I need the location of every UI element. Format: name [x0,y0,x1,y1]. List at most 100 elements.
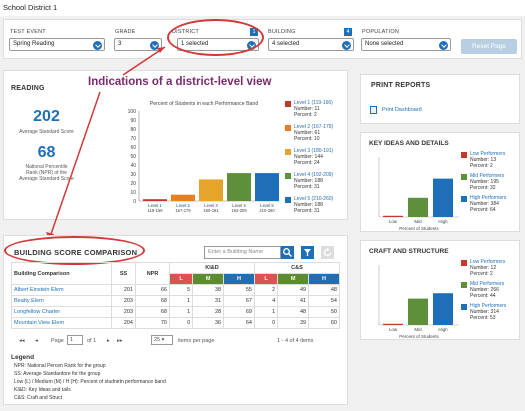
legend-swatch [461,260,467,266]
cs-low-cell: 1 [253,306,279,318]
bar-low [383,323,403,325]
legend-number: Number: 13 [470,157,497,163]
y-tick-label: 80 [130,127,136,133]
legend-line: NPR: National Percen Rank for the group [14,363,106,369]
cs-mid-header[interactable]: M [277,273,310,285]
kid-low-cell: 1 [168,295,194,307]
per-page-select[interactable]: 25 ▾ [151,335,173,345]
pager: ◂◂ ◂ Page 1 of 1 ▸ ▸▸ 25 ▾ items per pag… [11,335,340,349]
legend-name: Level 5 (210-260) [294,196,334,202]
ss-header[interactable]: SS [111,262,136,285]
craft-structure-panel: CRAFT AND STRUCTURE Low Mid High Percent of … [360,240,520,340]
next-page-icon[interactable]: ▸ [107,338,110,344]
building-name-link[interactable]: Albert Einstein Elem [11,284,112,296]
filter-icon [304,249,311,256]
legend-name: Level 3 (180-191) [294,148,334,154]
legend-number: Number: 384 [470,201,499,207]
average-score-label: Average Standard Score [19,129,74,135]
grade-select[interactable]: 3 [114,38,162,51]
kid-high-header[interactable]: H [223,273,255,285]
y-tick-label: 20 [130,181,136,187]
y-tick-label: 10 [130,190,136,196]
ss-cell: 201 [111,284,136,296]
table-row[interactable]: Beatty Elem 203 68 1 31 67 4 41 54 [11,295,340,307]
average-score-value: 202 [33,108,60,125]
cs-low-header[interactable]: L [253,273,279,285]
key-ideas-panel: KEY IDEAS AND DETAILS Low Mid High Percent o… [360,132,520,232]
legend-percent: Percent: 64 [470,207,496,213]
building-name-link[interactable]: Longfellow Charter [11,306,112,318]
legend-item-mid: Mid Performers Number: 195 Percent: 32 [461,173,519,193]
page-of-label: of 1 [87,338,97,344]
legend-line: C&S: Craft and Struct [14,395,63,401]
test-event-select[interactable]: Spring Reading [9,38,105,51]
building-name-link[interactable]: Mountain View Elem [11,317,112,329]
items-range: 1 - 4 of 4 items [277,338,314,344]
x-tick-label: 210-260 [259,208,275,213]
legend-name: Low Performers [470,151,506,157]
legend-swatch [461,304,467,310]
table-row[interactable]: Mountain View Elem 204 70 0 36 64 0 39 60 [11,317,340,329]
cs-low-cell: 0 [253,317,279,329]
building-comparison-header[interactable]: Building Comparison [11,262,112,285]
page-input[interactable]: 1 [67,335,83,345]
building-count-badge: 4 [344,28,352,36]
legend-percent: Percent: 2 [470,271,493,277]
population-select[interactable]: None selected [361,38,451,51]
chevron-down-icon [342,40,351,50]
legend-swatch [285,173,291,179]
ss-cell: 204 [111,317,136,329]
performance-band-chart: Percent of Students in each Performance … [128,101,279,213]
bar-level-1 [143,199,167,201]
legend-item-mid: Mid Performers Number: 266 Percent: 44 [461,281,519,301]
kid-low-cell: 0 [168,317,194,329]
last-page-icon[interactable]: ▸▸ [117,338,123,344]
building-search-input[interactable]: Enter a Building Name [204,246,281,259]
x-tick-label: Level 5 [260,203,274,208]
legend-name: Low Performers [470,259,506,265]
kid-mid-cell: 38 [192,284,225,296]
legend-line: SS: Average Standardore for the group [14,371,101,377]
building-select[interactable]: 4 selected [268,38,354,51]
x-tick-label: Low [389,327,398,332]
cs-high-cell: 60 [308,317,340,329]
legend-item-low: Low Performers Number: 12 Percent: 2 [461,259,519,279]
legend-name: Mid Performers [470,281,505,287]
building-label: BUILDING [268,29,296,35]
first-page-icon[interactable]: ◂◂ [19,338,25,344]
refresh-icon [323,247,332,257]
npr-cell: 66 [135,284,170,296]
npr-header[interactable]: NPR [135,262,170,285]
refresh-button[interactable] [321,246,334,259]
prev-page-icon[interactable]: ◂ [35,338,38,344]
legend-item-level-4: Level 4 (192-209) Number: 188 Percent: 31 [285,172,349,194]
ss-cell: 203 [111,295,136,307]
bar-level-2 [171,194,195,201]
per-page-label: items per page [178,338,215,344]
search-button[interactable] [281,246,294,259]
print-icon[interactable] [370,106,377,114]
bar-high [433,178,453,217]
legend-line: KI&D: Key Ideas and tails [14,387,71,393]
building-name-link[interactable]: Beatty Elem [11,295,112,307]
kid-low-header[interactable]: L [168,273,194,285]
reset-page-button[interactable]: Reset Page [461,39,517,54]
bar-mid [408,197,428,217]
kid-mid-header[interactable]: M [192,273,225,285]
legend-percent: Percent: 2 [470,163,493,169]
legend-swatch [461,196,467,202]
legend-percent: Percent: 31 [294,208,320,214]
building-value: 4 selected [272,41,300,47]
table-row[interactable]: Albert Einstein Elem 201 66 5 38 55 2 49 48 [11,284,340,296]
cs-low-cell: 4 [253,295,279,307]
key-ideas-chart: KEY IDEAS AND DETAILS Low Mid High Percent o… [369,140,459,231]
y-tick-label: 40 [130,163,136,169]
print-dashboard-link[interactable]: Print Dashboard [382,107,422,113]
chevron-down-icon [150,40,159,50]
bar-level-5 [255,173,279,201]
legend-name: High Performers [470,303,507,309]
cs-high-header[interactable]: H [308,273,340,285]
table-row[interactable]: Longfellow Charter 203 68 1 28 69 1 48 50 [11,306,340,318]
npr-value: 68 [37,144,56,161]
filter-button[interactable] [301,246,314,259]
